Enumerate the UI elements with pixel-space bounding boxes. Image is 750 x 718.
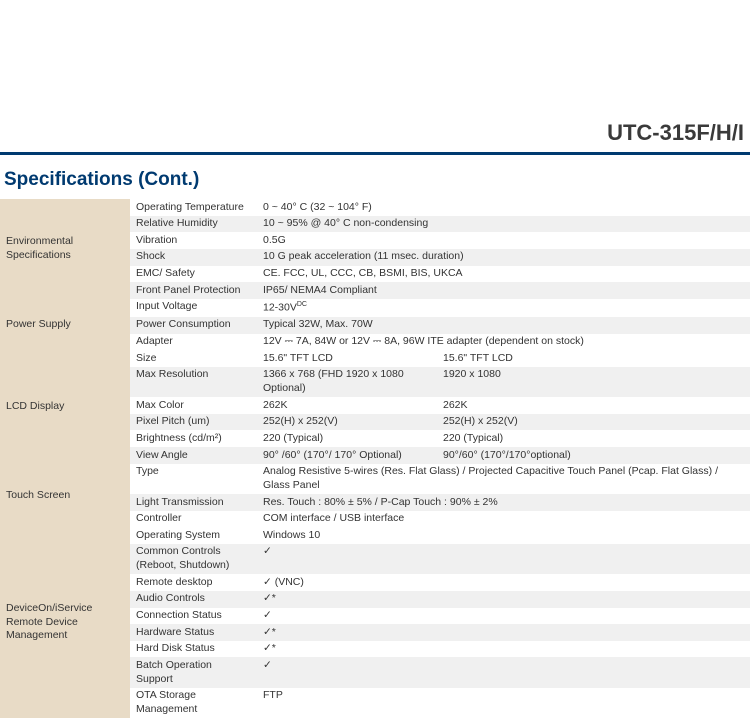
value-cell: IP65/ NEMA4 Compliant: [257, 282, 750, 299]
value-cell: ✓*: [257, 624, 750, 641]
blue-rule: [0, 152, 750, 155]
value-cell: 90° /60° (170°/ 170° Optional): [257, 447, 437, 464]
param-cell: Pixel Pitch (um): [130, 414, 257, 431]
param-cell: OTA Storage Management: [130, 688, 257, 718]
category-cell: Touch Screen: [0, 464, 130, 528]
category-cell: Power Supply: [0, 299, 130, 350]
value-cell: 262K: [257, 397, 437, 414]
param-cell: Hardware Status: [130, 624, 257, 641]
param-cell: Audio Controls: [130, 591, 257, 608]
value-cell: 10 G peak acceleration (11 msec. duratio…: [257, 249, 750, 266]
value-cell: 12V ⎓ 7A, 84W or 12V ⎓ 8A, 96W ITE adapt…: [257, 334, 750, 351]
value-cell: 10 ~ 95% @ 40° C non-condensing: [257, 216, 750, 233]
param-cell: Brightness (cd/m²): [130, 430, 257, 447]
param-cell: Max Resolution: [130, 367, 257, 397]
value-cell: 220 (Typical): [437, 430, 750, 447]
spec-table: Environmental SpecificationsOperating Te…: [0, 199, 750, 718]
value-cell: COM interface / USB interface: [257, 511, 750, 528]
param-cell: View Angle: [130, 447, 257, 464]
param-cell: Size: [130, 350, 257, 367]
value-cell: 252(H) x 252(V): [257, 414, 437, 431]
table-row: LCD DisplaySize15.6" TFT LCD15.6" TFT LC…: [0, 350, 750, 367]
value-cell: ✓: [257, 544, 750, 574]
table-row: DeviceOn/iServiceRemote Device Managemen…: [0, 527, 750, 544]
value-cell: Typical 32W, Max. 70W: [257, 317, 750, 334]
value-cell: ✓*: [257, 641, 750, 658]
param-cell: Power Consumption: [130, 317, 257, 334]
param-cell: Vibration: [130, 232, 257, 249]
value-cell: 0 ~ 40° C (32 ~ 104° F): [257, 199, 750, 216]
param-cell: Operating Temperature: [130, 199, 257, 216]
value-cell: Analog Resistive 5-wires (Res. Flat Glas…: [257, 464, 750, 494]
value-cell: ✓ (VNC): [257, 574, 750, 591]
param-cell: Controller: [130, 511, 257, 528]
param-cell: Hard Disk Status: [130, 641, 257, 658]
value-cell: ✓: [257, 657, 750, 687]
value-cell: 15.6" TFT LCD: [257, 350, 437, 367]
param-cell: Max Color: [130, 397, 257, 414]
param-cell: EMC/ Safety: [130, 266, 257, 283]
value-cell: 252(H) x 252(V): [437, 414, 750, 431]
value-cell: 15.6" TFT LCD: [437, 350, 750, 367]
param-cell: Type: [130, 464, 257, 494]
category-cell: DeviceOn/iServiceRemote Device Managemen…: [0, 527, 130, 718]
value-cell: 262K: [437, 397, 750, 414]
value-cell: Windows 10: [257, 527, 750, 544]
param-cell: Shock: [130, 249, 257, 266]
value-cell: 1920 x 1080: [437, 367, 750, 397]
value-cell: 0.5G: [257, 232, 750, 249]
param-cell: Light Transmission: [130, 494, 257, 511]
value-cell: 1366 x 768 (FHD 1920 x 1080 Optional): [257, 367, 437, 397]
param-cell: Remote desktop: [130, 574, 257, 591]
param-cell: Front Panel Protection: [130, 282, 257, 299]
value-cell: ✓*: [257, 591, 750, 608]
param-cell: Operating System: [130, 527, 257, 544]
value-cell: 220 (Typical): [257, 430, 437, 447]
table-row: Touch ScreenTypeAnalog Resistive 5-wires…: [0, 464, 750, 494]
value-cell: Res. Touch : 80% ± 5% / P-Cap Touch : 90…: [257, 494, 750, 511]
value-cell: 12-30VDC: [257, 299, 750, 317]
value-cell: FTP: [257, 688, 750, 718]
param-cell: Relative Humidity: [130, 216, 257, 233]
param-cell: Adapter: [130, 334, 257, 351]
table-row: Power SupplyInput Voltage12-30VDC: [0, 299, 750, 317]
category-cell: LCD Display: [0, 350, 130, 463]
model-title: UTC-315F/H/I: [0, 0, 750, 152]
param-cell: Connection Status: [130, 608, 257, 625]
param-cell: Input Voltage: [130, 299, 257, 317]
section-title: Specifications (Cont.): [0, 169, 750, 199]
value-cell: ✓: [257, 608, 750, 625]
table-row: Environmental SpecificationsOperating Te…: [0, 199, 750, 216]
category-cell: Environmental Specifications: [0, 199, 130, 299]
value-cell: 90°/60° (170°/170°optional): [437, 447, 750, 464]
param-cell: Batch Operation Support: [130, 657, 257, 687]
param-cell: Common Controls(Reboot, Shutdown): [130, 544, 257, 574]
value-cell: CE. FCC, UL, CCC, CB, BSMI, BIS, UKCA: [257, 266, 750, 283]
